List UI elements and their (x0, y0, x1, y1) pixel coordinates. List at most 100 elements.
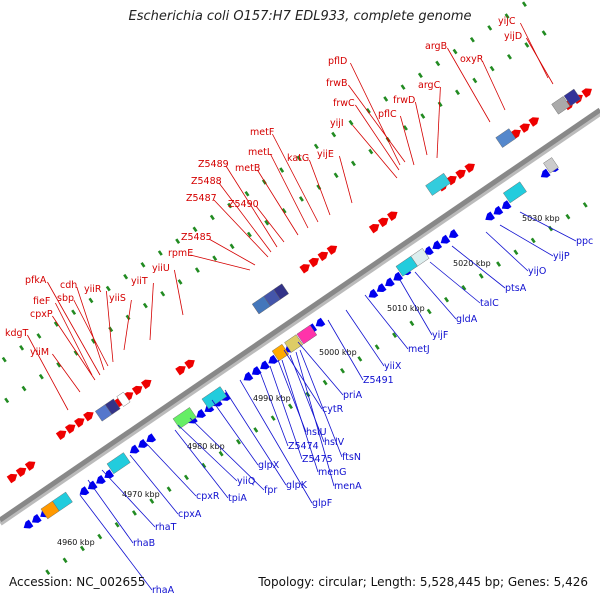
scale-dash (435, 60, 441, 67)
reverse-gene-label: ptsA (505, 283, 527, 294)
forward-gene-label: metL (248, 147, 273, 158)
reverse-gene-arrow (268, 354, 279, 364)
feature-block (201, 386, 228, 410)
scale-dash (229, 243, 235, 250)
forward-gene-label: pflD (328, 56, 347, 67)
gene-leader-line (519, 211, 577, 242)
gene-leader-line (101, 469, 156, 528)
feature-block (425, 172, 451, 196)
scale-dash (166, 486, 172, 493)
gene-leader-line (208, 238, 256, 266)
reverse-gene-label: cpxR (196, 491, 220, 502)
gene-leader-line (429, 261, 481, 304)
forward-gene-label: argB (425, 41, 447, 52)
gene-leader-line (364, 294, 409, 350)
reverse-gene-label: ftsN (342, 452, 361, 463)
forward-gene-arrow (24, 461, 36, 471)
gene-leader-line (415, 101, 428, 156)
scale-dash (270, 415, 276, 421)
forward-gene-arrow (510, 129, 521, 140)
gene-leader-line (174, 269, 184, 316)
scale-dash (392, 332, 398, 338)
gene-leader-line (295, 351, 335, 487)
gene-leader-line (55, 302, 93, 376)
gene-leader-line (270, 153, 309, 229)
forward-gene-label: yijD (504, 31, 522, 42)
reverse-gene-arrow (260, 360, 270, 370)
gene-leader-line (211, 399, 259, 466)
reverse-gene-label: rhaA (152, 585, 175, 596)
scale-dash (281, 208, 287, 214)
gene-leader-line (27, 334, 69, 411)
forward-gene-label: pflC (378, 109, 397, 120)
scale-dash (507, 53, 512, 60)
forward-gene-label: sbp (57, 293, 74, 304)
scale-dash (131, 510, 137, 516)
scale-dash (565, 213, 571, 220)
feature-block (503, 181, 527, 204)
reverse-gene-label: ppc (576, 236, 593, 247)
scale-dash (444, 296, 450, 303)
forward-gene-arrow (317, 251, 329, 262)
gene-leader-line (299, 349, 343, 458)
forward-gene-arrow (464, 163, 475, 173)
gene-leader-line (47, 281, 101, 376)
scale-dash (402, 125, 408, 131)
scale-dash (469, 36, 475, 43)
forward-gene-label: fieF (33, 296, 50, 307)
reverse-gene-arrow (104, 469, 115, 479)
gene-leader-line (189, 417, 265, 491)
scale-dash (452, 48, 458, 55)
gene-leader-line (225, 165, 278, 248)
gene-leader-line (255, 205, 285, 243)
forward-gene-arrow (308, 257, 320, 268)
scale-dash (183, 474, 189, 481)
gene-leader-line (520, 22, 549, 79)
gene-leader-line (355, 104, 400, 171)
gene-leader-line (327, 319, 364, 381)
scale-dash (357, 356, 363, 362)
scale-dash (244, 190, 250, 197)
scale-dash (541, 30, 547, 36)
gene-leader-line (447, 47, 491, 123)
scale-dash (400, 84, 406, 90)
scale-dash (383, 96, 389, 102)
scale-dash (350, 160, 356, 167)
scale-dash (157, 250, 163, 256)
tick-label: 4970 kbp (122, 490, 160, 499)
forward-gene-label: yijE (317, 149, 334, 160)
scale-dash (71, 309, 77, 316)
forward-gene-arrow (83, 411, 94, 422)
gene-leader-line (269, 365, 303, 460)
forward-gene-label: metB (235, 163, 260, 174)
reverse-gene-arrow (393, 271, 404, 281)
scale-dash (79, 545, 85, 552)
gene-leader-line (149, 282, 154, 341)
reverse-gene-arrow (432, 240, 443, 250)
scale-dash (504, 13, 510, 19)
scale-dash (235, 439, 241, 445)
scale-dash (38, 373, 44, 380)
gene-leader-line (399, 279, 433, 336)
tick-label: 5010 kbp (387, 304, 425, 313)
forward-gene-arrow (299, 264, 310, 274)
gene-leader-line (297, 341, 344, 396)
gene-leader-line (190, 254, 251, 271)
gene-leader-line (177, 424, 238, 482)
reverse-gene-label: gldA (456, 314, 478, 325)
reverse-gene-label: Z5475 (302, 454, 333, 465)
scale-dash (348, 119, 354, 126)
forward-gene-arrow (368, 223, 380, 234)
feature-block (116, 391, 131, 407)
scale-dash (524, 42, 530, 48)
forward-gene-label: Z5490 (228, 199, 259, 210)
tick-label: 5030 kbp (522, 214, 560, 223)
map-title: Escherichia coli O157:H7 EDL933, complet… (128, 9, 472, 24)
reverse-gene-label: talC (480, 298, 499, 309)
reverse-gene-label: cpxA (178, 509, 202, 520)
scale-dash (513, 249, 519, 256)
forward-gene-label: cdh (60, 280, 77, 291)
scale-dash (365, 108, 371, 114)
scale-dash (209, 214, 215, 221)
